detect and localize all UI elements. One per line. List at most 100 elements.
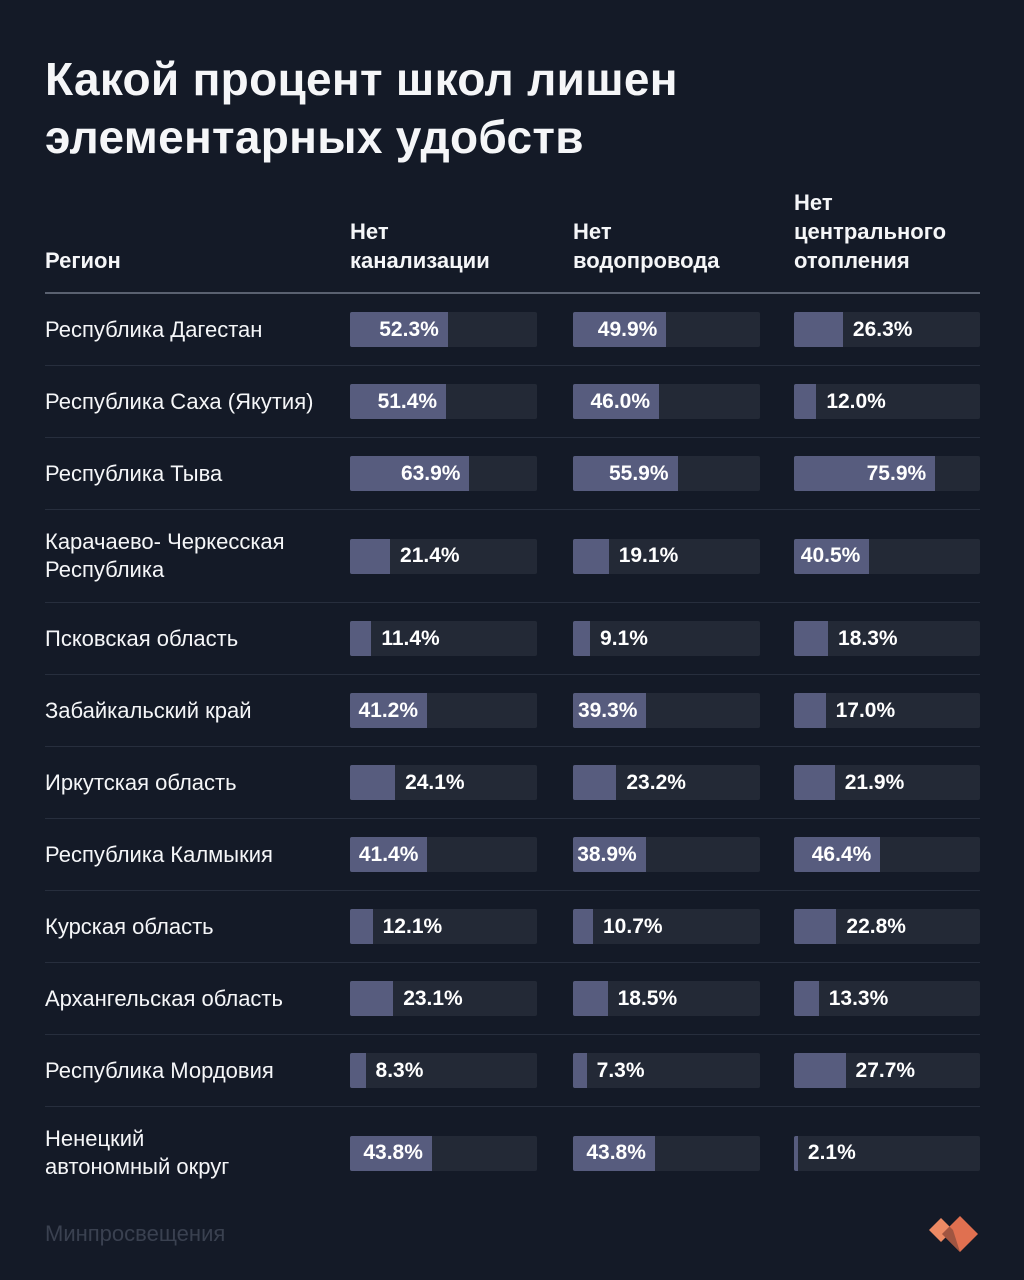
bar-track: 43.8%: [350, 1135, 537, 1171]
table-row: Иркутская область 24.1% 23.2% 21.9%: [45, 747, 980, 819]
bar-fill: [794, 1053, 846, 1088]
bar-track: 11.4%: [350, 621, 537, 656]
bar-cell-no-water-supply: 46.0%: [573, 384, 760, 419]
bar-value-label: 23.2%: [626, 770, 686, 794]
bar-track: 21.9%: [794, 765, 980, 800]
bar-fill: [350, 765, 396, 800]
bar-value-label: 12.1%: [382, 914, 443, 938]
bar-fill: [794, 538, 870, 574]
footer: Минпросвещения: [45, 1214, 980, 1254]
region-label: Ненецкий автономный округ: [45, 1126, 230, 1179]
table-row: Республика Тыва 63.9% 55.9% 75.9%: [45, 438, 980, 510]
bar-value-label: 10.7%: [603, 914, 663, 938]
bar-value-label: 18.5%: [617, 986, 678, 1010]
source-label: Минпросвещения: [45, 1221, 226, 1246]
bar-cell-no-central-heating: 13.3%: [794, 981, 980, 1016]
bar-fill: [350, 1135, 432, 1171]
bar-cell-no-central-heating: 21.9%: [794, 765, 980, 800]
bar-cell-no-central-heating: 2.1%: [794, 1135, 980, 1171]
region-label: Карачаево- Черкесская Республика: [45, 529, 285, 582]
table-row: Ненецкий автономный округ 43.8% 43.8% 2.…: [45, 1107, 980, 1199]
bar-value-label: 19.1%: [618, 544, 679, 567]
page-title: Какой процент школ лишен элементарных уд…: [45, 53, 678, 163]
bar-track: 38.9%: [573, 837, 760, 872]
bar-value-label: 18.3%: [838, 626, 898, 650]
bar-cell-no-water-supply: 10.7%: [573, 909, 760, 944]
table-row: Республика Саха (Якутия) 51.4% 46.0% 12.…: [45, 366, 980, 438]
bar-cell-no-water-supply: 19.1%: [573, 538, 760, 574]
bar-cell-no-water-supply: 23.2%: [573, 765, 760, 800]
bar-value-label: 21.4%: [400, 544, 460, 567]
region-label: Республика Калмыкия: [45, 841, 273, 867]
region-label: Республика Саха (Якутия): [45, 388, 314, 414]
bar-cell-no-water-supply: 39.3%: [573, 693, 760, 728]
bar-cell-no-water-supply: 55.9%: [573, 456, 760, 491]
region-label: Курская область: [45, 913, 214, 939]
bar-fill: [573, 384, 660, 419]
bar-value-label: 43.8%: [586, 1141, 646, 1164]
bar-fill: [794, 312, 843, 347]
bar-value-label: 41.2%: [358, 698, 419, 722]
bar-fill: [794, 765, 835, 800]
bar-fill: [794, 981, 819, 1016]
bar-value-label: 8.3%: [375, 1058, 424, 1082]
bar-value-label: 52.3%: [379, 317, 439, 341]
bar-value-label: 27.7%: [855, 1058, 916, 1082]
bar-track: 41.2%: [350, 693, 537, 728]
bar-value-label: 55.9%: [608, 461, 669, 485]
bar-cell-no-sewerage: 21.4%: [350, 538, 537, 574]
bar-value-label: 7.3%: [596, 1058, 645, 1082]
bar-track: 23.1%: [350, 981, 537, 1016]
bar-value-label: 23.1%: [403, 986, 463, 1010]
bar-cell-no-sewerage: 41.2%: [350, 693, 537, 728]
bar-track: 17.0%: [794, 693, 980, 728]
bar-fill: [350, 538, 391, 574]
bar-track: 10.7%: [573, 909, 760, 944]
bar-track: 51.4%: [350, 384, 537, 419]
bar-fill: [573, 837, 646, 872]
column-header-region: Регион: [45, 248, 121, 273]
region-label: Республика Тыва: [45, 460, 223, 486]
bar-track: 18.3%: [794, 621, 980, 656]
bar-track: 46.4%: [794, 837, 980, 872]
bar-track: 18.5%: [573, 981, 760, 1016]
bar-value-label: 17.0%: [835, 698, 896, 722]
bar-cell-no-central-heating: 46.4%: [794, 837, 980, 872]
bar-fill: [794, 384, 817, 419]
bar-cell-no-central-heating: 17.0%: [794, 693, 980, 728]
bar-fill: [573, 693, 647, 728]
bar-cell-no-central-heating: 26.3%: [794, 312, 980, 347]
bar-fill: [350, 312, 448, 347]
bar-cell-no-sewerage: 63.9%: [350, 456, 537, 491]
table-row: Карачаево- Черкесская Республика 21.4% 1…: [45, 510, 980, 603]
bar-cell-no-central-heating: 12.0%: [794, 384, 980, 419]
bar-value-label: 41.4%: [358, 842, 419, 866]
bar-value-label: 9.1%: [600, 626, 648, 650]
bar-cell-no-central-heating: 40.5%: [794, 538, 980, 574]
bar-track: 8.3%: [350, 1053, 537, 1088]
bar-cell-no-sewerage: 11.4%: [350, 621, 537, 656]
bar-fill: [794, 693, 826, 728]
bar-fill: [573, 621, 591, 656]
bar-track: 52.3%: [350, 312, 537, 347]
bar-track: 40.5%: [794, 538, 980, 574]
bar-cell-no-sewerage: 43.8%: [350, 1135, 537, 1171]
bar-value-label: 49.9%: [597, 317, 658, 341]
bar-cell-no-water-supply: 18.5%: [573, 981, 760, 1016]
bar-cell-no-sewerage: 8.3%: [350, 1053, 537, 1088]
bar-cell-no-water-supply: 7.3%: [573, 1053, 760, 1088]
bar-track: 55.9%: [573, 456, 760, 491]
bar-cell-no-sewerage: 23.1%: [350, 981, 537, 1016]
bar-track: 43.8%: [573, 1135, 760, 1171]
bar-fill: [794, 621, 829, 656]
region-label: Забайкальский край: [45, 697, 252, 723]
bar-fill: [350, 981, 394, 1016]
column-header-no-central-heating: Нет центрального отопления: [794, 190, 947, 273]
bar-track: 21.4%: [350, 538, 537, 574]
bar-value-label: 51.4%: [377, 389, 438, 413]
bar-value-label: 12.0%: [826, 389, 886, 413]
bar-value-label: 22.8%: [846, 914, 906, 938]
table-header: Регион Нет канализации Нет водопровода Н…: [45, 188, 980, 275]
bar-fill: [350, 384, 447, 419]
bar-fill: [350, 621, 372, 656]
